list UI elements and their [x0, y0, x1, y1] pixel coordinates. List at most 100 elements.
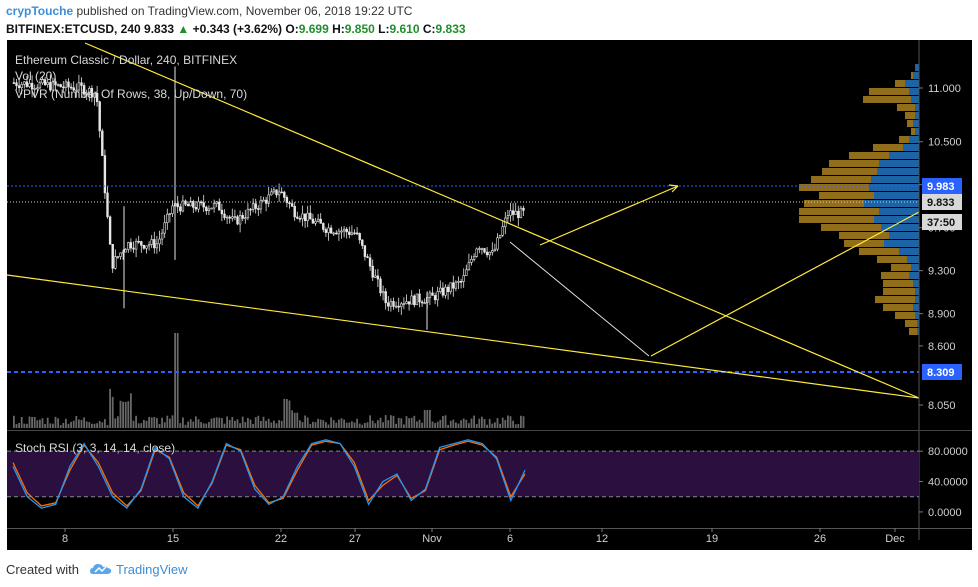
close-label: C:	[422, 22, 436, 36]
volume-bar	[358, 423, 361, 428]
candle-body	[314, 220, 317, 224]
volume-bar	[408, 418, 410, 428]
volume-bar	[96, 423, 98, 428]
volume-bar	[444, 415, 447, 428]
price-badge-label: 9.983	[927, 181, 955, 193]
price-axis[interactable]: 11.00010.50010.1009.7009.3008.9008.6008.…	[919, 83, 962, 412]
volume-bars	[13, 333, 525, 428]
volume-bar	[286, 399, 288, 428]
volume-bar	[447, 424, 449, 428]
candle-body	[23, 81, 26, 85]
candle-body	[231, 216, 234, 219]
volume-bar	[226, 416, 228, 428]
stoch-legend: Stoch RSI (3, 3, 14, 14, close)	[15, 441, 175, 455]
candle-body	[251, 203, 255, 210]
candle-body	[506, 215, 510, 219]
volume-bar	[218, 417, 221, 428]
volume-bar	[299, 420, 301, 428]
vpvr-down-bar	[911, 128, 915, 135]
candle-body	[93, 93, 96, 98]
volume-bar	[314, 422, 317, 428]
vpvr-down-bar	[899, 136, 909, 143]
candle-body	[327, 227, 330, 233]
candle-body	[254, 203, 257, 209]
vpvr-up-bar	[913, 72, 919, 79]
volume-bar	[345, 422, 348, 428]
candle-body	[56, 84, 60, 86]
volume-bar	[343, 419, 345, 428]
open-label: O:	[285, 22, 299, 36]
volume-bar	[384, 415, 387, 428]
candle-body	[69, 86, 73, 89]
vpvr-up-bar	[915, 64, 919, 71]
vpvr-down-bar	[891, 264, 911, 271]
volume-bar	[348, 422, 351, 428]
vpvr-down-bar	[819, 192, 874, 199]
volume-bar	[221, 418, 223, 428]
candle-body	[212, 203, 216, 209]
volume-bar	[382, 422, 384, 428]
candle-body	[160, 232, 164, 240]
volume-bar	[184, 424, 187, 428]
volume-bar	[296, 412, 299, 428]
target-arrow[interactable]	[539, 185, 679, 246]
price-tick-label: 8.900	[928, 309, 956, 321]
candle-body	[238, 215, 242, 225]
candle-body	[218, 201, 221, 211]
candle-body	[166, 213, 169, 224]
candle-body	[220, 209, 224, 215]
volume-bar	[101, 422, 104, 428]
projection-line[interactable]	[509, 241, 650, 357]
volume-bar	[291, 410, 293, 428]
candles	[12, 66, 525, 330]
candle-body	[205, 206, 208, 211]
volume-bar	[486, 424, 488, 428]
volume-bar	[301, 422, 304, 428]
author-link[interactable]: crypTouche	[6, 4, 74, 18]
volume-bar	[488, 418, 491, 428]
candle-body	[82, 85, 86, 95]
tradingview-link[interactable]: TradingView	[116, 562, 188, 577]
price-badge-bg	[922, 194, 962, 210]
trend-drawings[interactable]	[6, 42, 920, 399]
candle-body	[519, 207, 523, 219]
chart-area[interactable]: Ethereum Classic / Dollar, 240, BITFINEX…	[6, 40, 972, 550]
rising-trendline[interactable]	[650, 211, 920, 357]
vpvr-up-bar	[915, 128, 919, 135]
volume-bar	[26, 423, 28, 428]
vpvr-down-bar	[839, 232, 889, 239]
volume-bar	[137, 423, 140, 428]
descending-trendline[interactable]	[84, 42, 920, 399]
volume-bar	[23, 423, 26, 428]
volume-bar	[252, 424, 254, 428]
candle-body	[340, 230, 343, 233]
volume-bar	[83, 417, 85, 428]
time-axis[interactable]: 8 15 22 27 Nov 6 12 19 26 Dec	[62, 528, 905, 545]
candle-body	[194, 207, 198, 210]
volume-bar	[338, 419, 340, 428]
candle-body	[381, 291, 385, 294]
candle-body	[322, 223, 325, 230]
chart-svg[interactable]: Ethereum Classic / Dollar, 240, BITFINEX…	[6, 40, 972, 550]
volume-bar	[189, 419, 192, 428]
candle-body	[64, 81, 68, 88]
candle-body	[400, 303, 403, 308]
candle-body	[472, 256, 476, 260]
price-pane[interactable]	[7, 40, 919, 430]
volume-bar	[174, 333, 176, 428]
price-badge-label: 8.309	[927, 367, 955, 379]
lower-trendline[interactable]	[6, 274, 920, 399]
candle-body	[459, 280, 463, 283]
volume-bar	[517, 423, 520, 428]
candle-body	[355, 232, 359, 235]
candle-body	[517, 210, 520, 219]
volume-bar	[254, 417, 257, 428]
vpvr-up-bar	[911, 264, 919, 271]
candle-body	[275, 189, 278, 196]
volume-bar	[452, 419, 455, 428]
candle-body	[140, 241, 143, 246]
candle-body	[199, 201, 203, 204]
price-badge-bg	[922, 178, 962, 194]
volume-bar	[330, 417, 332, 428]
price-tick-label: 10.500	[928, 137, 962, 149]
